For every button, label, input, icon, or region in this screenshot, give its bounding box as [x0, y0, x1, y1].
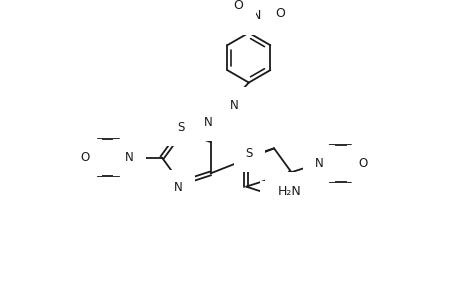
Text: N: N [125, 151, 134, 164]
Text: H₂N: H₂N [277, 185, 301, 198]
Text: S: S [177, 121, 184, 134]
Text: O: O [233, 0, 243, 13]
Text: N: N [314, 157, 323, 170]
Text: N: N [174, 182, 183, 194]
Text: S: S [245, 147, 252, 160]
Text: O: O [275, 7, 285, 20]
Text: N: N [251, 9, 261, 22]
Text: N: N [204, 116, 213, 129]
Text: O: O [81, 151, 90, 164]
Text: N: N [271, 193, 280, 206]
Text: N: N [230, 99, 238, 112]
Text: O: O [358, 157, 367, 170]
